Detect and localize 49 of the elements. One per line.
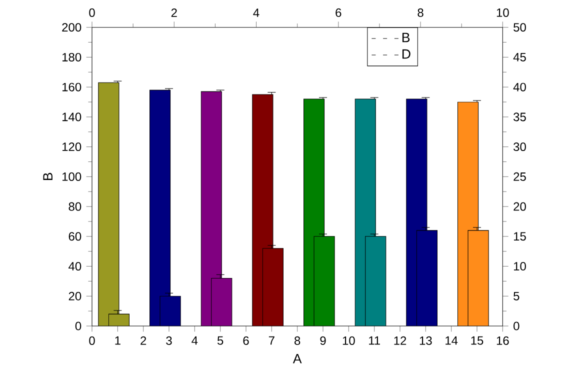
y-tick-label: 80 [68, 202, 82, 211]
y-tick-label: 180 [62, 52, 82, 62]
y2-tick-label: 45 [513, 53, 526, 62]
x-tick-label: 3 [166, 336, 172, 345]
y-tick-label: 40 [68, 262, 82, 271]
x-tick-label: 0 [89, 336, 95, 345]
x-tick-label: 14 [446, 336, 458, 345]
x-tick-label: 4 [192, 336, 198, 345]
y2-tick-label: 0 [514, 322, 520, 330]
x-tick-label: 13 [420, 336, 432, 345]
legend-label: B [402, 32, 410, 42]
x-tick-label: 15 [471, 336, 484, 345]
y-tick-label: 140 [62, 112, 82, 122]
x2-tick-label: 8 [418, 8, 424, 17]
x-tick-label: 8 [294, 336, 300, 345]
x2-tick-label: 6 [336, 8, 342, 17]
y2-tick-label: 40 [513, 82, 526, 92]
y2-tick-label: 5 [514, 292, 520, 300]
y-tick-label: 60 [68, 232, 82, 241]
legend-label: D [402, 49, 410, 59]
x-tick-label: 6 [243, 336, 249, 345]
x2-tick-label: 10 [496, 8, 509, 17]
x-tick-label: 2 [140, 336, 146, 345]
y-tick-label: 20 [68, 292, 82, 300]
y2-tick-label: 15 [514, 232, 526, 241]
x2-tick-label: 4 [253, 8, 260, 17]
y-tick-label: 0 [75, 322, 82, 330]
x-tick-label: 7 [268, 336, 274, 345]
y-tick-label: 160 [62, 82, 82, 92]
y-axis-title: B [43, 172, 52, 180]
x-tick-label: 9 [320, 336, 326, 345]
y2-tick-label: 35 [514, 112, 526, 122]
y2-tick-label: 25 [514, 172, 526, 181]
x-axis-title: A [292, 354, 302, 364]
y-tick-label: 100 [62, 172, 82, 181]
x2-tick-label: 0 [89, 8, 95, 17]
y2-tick-label: 20 [514, 202, 526, 211]
x-tick-label: 10 [342, 336, 355, 345]
x-tick-label: 11 [369, 336, 380, 345]
x-tick-label: 16 [496, 336, 509, 345]
x-tick-label: 1 [115, 336, 120, 345]
y2-tick-label: 50 [514, 23, 526, 32]
y-tick-label: 200 [62, 23, 82, 32]
y2-tick-label: 10 [514, 262, 526, 271]
x-tick-label: 12 [394, 336, 406, 345]
y-tick-label: 120 [62, 142, 82, 152]
y2-tick-label: 30 [514, 142, 526, 152]
x-tick-label: 5 [217, 336, 224, 345]
x2-tick-label: 2 [171, 8, 177, 17]
